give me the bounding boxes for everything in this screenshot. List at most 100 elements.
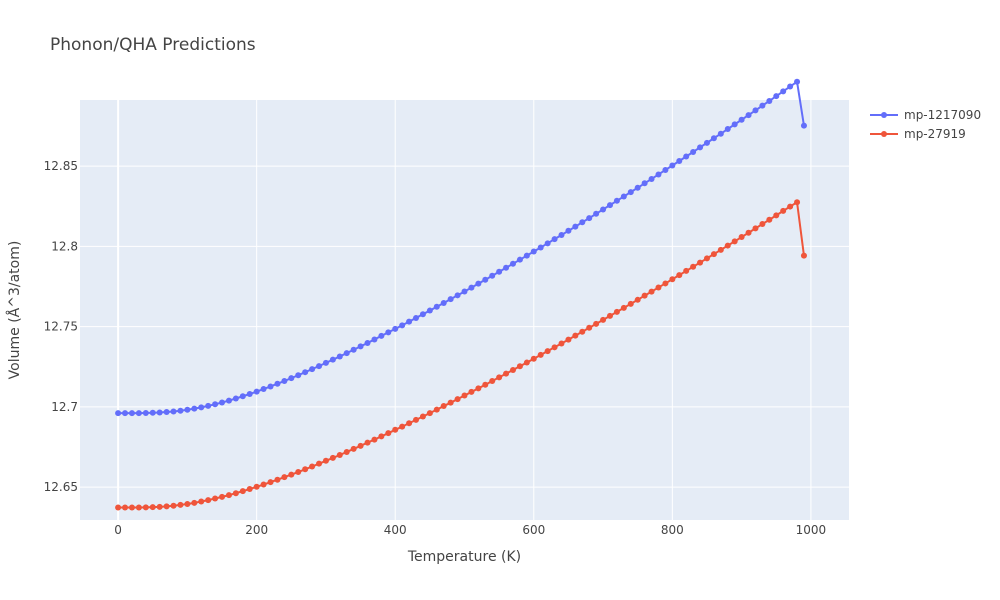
data-point [447, 399, 454, 406]
data-point [115, 410, 122, 417]
data-point [482, 276, 489, 283]
legend-item[interactable]: mp-27919 [870, 127, 966, 141]
data-point [399, 423, 406, 430]
data-point [295, 372, 302, 379]
data-point [163, 408, 170, 415]
data-point [482, 381, 489, 388]
x-tick-label: 1000 [796, 523, 827, 537]
data-point [731, 121, 738, 128]
data-point [225, 492, 232, 499]
data-point [406, 420, 413, 427]
data-point [516, 363, 523, 370]
data-point [752, 107, 759, 114]
data-point [703, 255, 710, 262]
plot-area [80, 100, 849, 520]
data-point [489, 272, 496, 279]
data-point [579, 219, 586, 226]
data-point [329, 356, 336, 363]
data-point [606, 202, 613, 209]
data-point [697, 144, 704, 151]
data-point [385, 430, 392, 437]
data-point [572, 332, 579, 339]
series-line [118, 200, 805, 509]
data-point [454, 396, 461, 403]
data-point [676, 157, 683, 164]
data-point [565, 336, 572, 343]
data-point [489, 378, 496, 385]
data-point [413, 416, 420, 423]
data-point [371, 436, 378, 443]
data-point [413, 314, 420, 321]
data-point [392, 325, 399, 332]
data-point [766, 97, 773, 104]
series-line [118, 79, 805, 415]
data-point [461, 392, 468, 399]
data-point [496, 268, 503, 275]
data-point [606, 312, 613, 319]
data-point [232, 395, 239, 402]
data-point [219, 493, 226, 500]
data-point [800, 122, 807, 129]
legend-item[interactable]: mp-1217090 [870, 108, 981, 122]
data-point [385, 329, 392, 336]
legend-label: mp-1217090 [904, 108, 981, 122]
y-tick-label: 12.7 [51, 400, 78, 414]
data-point [253, 388, 260, 395]
data-point [246, 391, 253, 398]
data-point [475, 280, 482, 287]
data-point [655, 284, 662, 291]
data-point [336, 452, 343, 459]
data-point [198, 498, 205, 505]
data-point [357, 442, 364, 449]
data-point [537, 351, 544, 358]
data-point [322, 359, 329, 366]
data-point [274, 476, 281, 483]
data-point [135, 410, 142, 417]
data-point [177, 501, 184, 508]
data-point [648, 288, 655, 295]
data-point [364, 339, 371, 346]
data-point [433, 406, 440, 413]
data-point [773, 93, 780, 100]
data-point [509, 260, 516, 267]
data-point [565, 227, 572, 234]
data-point [551, 344, 558, 351]
data-point [177, 407, 184, 414]
data-point [239, 393, 246, 400]
data-point [122, 410, 129, 417]
data-point [288, 375, 295, 382]
data-point [745, 229, 752, 236]
data-point [142, 409, 149, 416]
data-point [669, 162, 676, 169]
data-point [530, 355, 537, 362]
data-point [738, 234, 745, 241]
data-point [295, 469, 302, 476]
data-point [794, 78, 801, 85]
data-point [593, 320, 600, 327]
data-point [655, 171, 662, 178]
x-axis-title: Temperature (K) [407, 549, 521, 565]
series-layer [115, 78, 807, 511]
data-point [627, 300, 634, 307]
data-point [800, 252, 807, 259]
data-point [717, 246, 724, 253]
data-point [724, 242, 731, 249]
data-point [558, 340, 565, 347]
data-point [724, 126, 731, 133]
data-point [454, 292, 461, 299]
data-point [419, 311, 426, 318]
data-point [191, 499, 198, 506]
data-point [399, 322, 406, 329]
data-point [780, 207, 787, 214]
data-point [593, 210, 600, 217]
data-point [364, 439, 371, 446]
data-point [759, 102, 766, 109]
data-point [406, 318, 413, 325]
data-point [620, 193, 627, 200]
data-point [343, 350, 350, 357]
data-point [703, 139, 710, 146]
data-point [697, 259, 704, 266]
data-point [163, 503, 170, 510]
y-axis-title: Volume (Å^3/atom) [6, 241, 23, 380]
data-point [600, 206, 607, 213]
